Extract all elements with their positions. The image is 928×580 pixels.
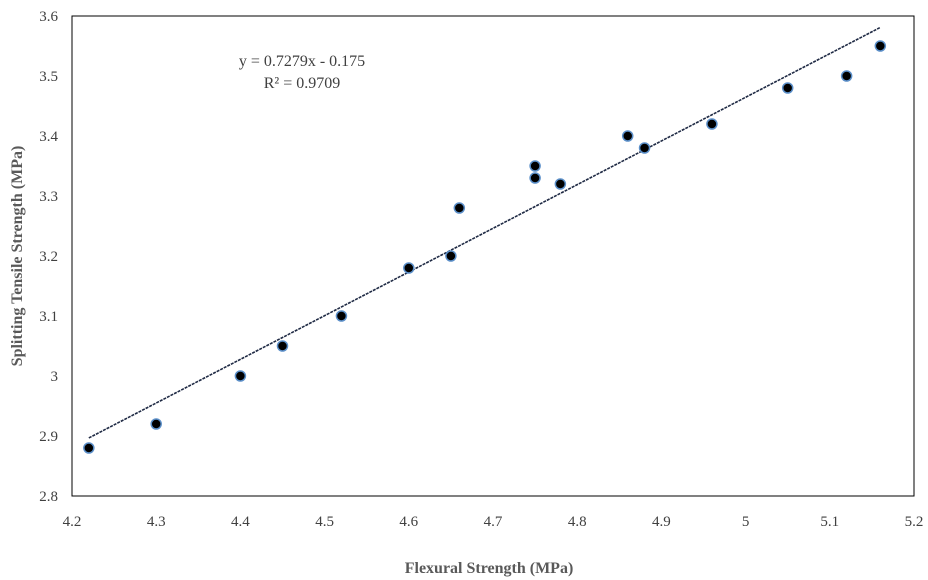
data-point: [335, 310, 348, 322]
x-tick-label: 4.9: [652, 514, 671, 530]
data-point: [638, 142, 651, 154]
data-point: [445, 250, 457, 262]
y-tick-label: 3: [51, 369, 59, 385]
x-axis-title: Flexural Strength (MPa): [405, 560, 574, 577]
y-axis-title: Splitting Tensile Strength (MPa): [9, 146, 26, 367]
y-tick-label: 3.5: [39, 69, 58, 85]
x-tick-label: 4.2: [63, 514, 82, 530]
data-point: [621, 130, 634, 142]
data-point: [403, 262, 415, 274]
data-point: [453, 202, 466, 214]
x-tick-label: 4.8: [568, 514, 587, 530]
y-tick-label: 3.3: [39, 189, 58, 205]
x-tick-label: 4.4: [231, 514, 250, 530]
x-tick-label: 5: [742, 514, 750, 530]
y-tick-label: 3.6: [39, 9, 58, 25]
y-tick-label: 3.4: [39, 129, 58, 145]
y-tick-label: 3.1: [39, 309, 58, 325]
data-point: [554, 178, 567, 190]
data-point: [840, 70, 853, 82]
data-point: [234, 370, 247, 382]
x-tick-label: 4.7: [484, 514, 503, 530]
x-tick-label: 4.6: [399, 514, 418, 530]
data-point: [83, 442, 95, 454]
x-axis-tick-labels: 4.2 4.3 4.4 4.5 4.6 4.7 4.8 4.9 5 5.1 5.2: [63, 514, 924, 530]
x-tick-label: 5.2: [905, 514, 924, 530]
y-tick-label: 2.9: [39, 429, 58, 445]
trendline-equation: y = 0.7279x - 0.175: [239, 53, 365, 70]
plot-area-frame: [71, 15, 915, 497]
x-tick-label: 5.1: [820, 514, 839, 530]
data-point: [276, 340, 289, 352]
r-squared-value: R² = 0.9709: [264, 75, 341, 92]
y-tick-label: 2.8: [39, 489, 58, 505]
linear-trendline: [88, 26, 881, 439]
data-point: [874, 40, 887, 52]
x-tick-label: 4.3: [147, 514, 166, 530]
data-point: [529, 160, 541, 172]
x-tick-label: 4.5: [315, 514, 334, 530]
data-point: [706, 118, 718, 130]
data-points: [83, 40, 887, 454]
data-point: [781, 82, 794, 94]
data-point: [529, 172, 541, 184]
data-point: [150, 418, 162, 430]
y-tick-label: 3.2: [39, 249, 58, 265]
y-axis-tick-labels: 2.8 2.9 3 3.1 3.2 3.3 3.4 3.5 3.6: [39, 9, 58, 505]
